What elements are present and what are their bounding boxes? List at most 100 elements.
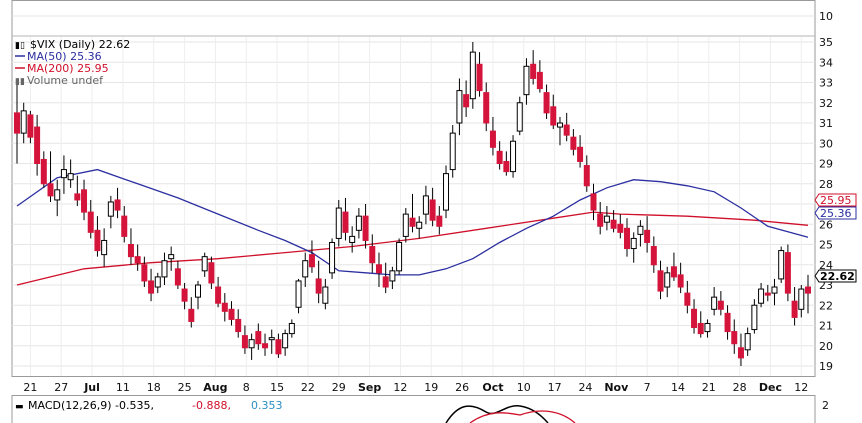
candle-body: [329, 241, 336, 274]
candle-body: [228, 308, 235, 320]
candle-body: [14, 112, 20, 134]
candle-body: [87, 211, 94, 233]
x-tick-label: 21: [702, 381, 716, 394]
candle-body: [624, 227, 631, 250]
candle-body: [751, 304, 758, 331]
x-tick-label: 17: [548, 381, 562, 394]
y-tick-label: 29: [819, 158, 833, 171]
candle-body: [670, 266, 677, 278]
candle-body: [322, 286, 329, 304]
candle-body: [711, 296, 718, 310]
candle-body: [550, 106, 557, 126]
candle-body: [201, 256, 208, 272]
candle-body: [463, 94, 470, 108]
candle-body: [174, 268, 181, 286]
candle-body: [369, 246, 376, 264]
candle-body: [94, 229, 101, 252]
macd-y-tick: 2: [822, 399, 829, 412]
candle-body: [114, 199, 121, 211]
candle-body: [758, 288, 765, 304]
candle-body: [315, 278, 322, 294]
candle-body: [81, 189, 88, 213]
price-tag: [814, 206, 857, 220]
candle-body: [54, 189, 61, 201]
macd-signal-value: -0.888,: [192, 399, 231, 412]
candle-body: [188, 308, 195, 322]
candle-body: [556, 122, 563, 128]
candle-body: [523, 65, 530, 96]
macd-signal-line: [469, 410, 576, 423]
candle-body: [543, 92, 550, 114]
x-tick-label: 15: [270, 381, 284, 394]
x-tick-label: Nov: [604, 381, 629, 394]
candle-body: [731, 331, 738, 345]
candle-body: [436, 215, 443, 227]
candle-body: [101, 239, 108, 256]
candle-body: [483, 92, 490, 124]
x-tick-label: 22: [301, 381, 315, 394]
candle-body: [778, 250, 785, 280]
candle-body: [677, 274, 684, 288]
candle-body: [684, 292, 691, 306]
candle-body: [255, 331, 262, 345]
candle-body: [422, 195, 429, 215]
x-tick-label: Dec: [759, 381, 782, 394]
candle-body: [148, 280, 155, 294]
price-tag: [814, 269, 857, 283]
x-tick-label: 19: [424, 381, 438, 394]
x-tick-label: 24: [578, 381, 592, 394]
x-tick-label: 21: [23, 381, 37, 394]
candle-body: [235, 318, 242, 333]
candle-body: [657, 270, 664, 292]
candle-body: [268, 337, 275, 341]
candle-body: [590, 193, 597, 211]
candle-body: [583, 165, 590, 187]
candle-body: [691, 308, 698, 329]
y-tick-label: 19: [819, 360, 833, 373]
legend-ma50: MA(50) 25.36: [27, 50, 102, 63]
candle-body: [798, 288, 805, 310]
candle-body: [40, 158, 47, 185]
x-tick-label: 11: [116, 381, 130, 394]
x-tick-label: 28: [733, 381, 747, 394]
candle-body: [107, 201, 114, 217]
x-tick-label: 12: [794, 381, 808, 394]
candle-body: [784, 252, 791, 294]
candle-body: [637, 225, 644, 235]
candle-body: [215, 286, 222, 304]
y-tick-label: 24: [819, 259, 833, 272]
candle-body: [168, 254, 175, 260]
candle-body: [563, 124, 570, 136]
y-tick-label: 34: [819, 56, 833, 69]
candle-body: [302, 260, 309, 278]
candle-body: [630, 237, 637, 250]
candle-body: [409, 217, 416, 227]
candle-body: [342, 211, 349, 233]
macd-icon: ▬: [15, 402, 24, 412]
candle-body: [516, 102, 523, 132]
x-tick-label: 29: [332, 381, 346, 394]
x-tick-label: 7: [644, 381, 651, 394]
candle-body: [60, 169, 67, 179]
candle-body: [429, 199, 436, 221]
candle-body: [449, 132, 456, 171]
candle-body: [503, 160, 510, 173]
y-tick-label: 21: [819, 320, 833, 333]
candle-body: [375, 264, 382, 274]
candle-body: [791, 300, 798, 318]
candle-body: [349, 235, 356, 243]
candle-body: [697, 322, 704, 335]
candle-body: [389, 270, 396, 282]
candle-body: [248, 339, 255, 349]
candle-body: [67, 173, 74, 181]
candle-body: [208, 262, 215, 284]
candle-body: [597, 213, 604, 227]
candle-body: [489, 130, 496, 148]
candle-body: [402, 213, 409, 237]
x-tick-label: 18: [147, 381, 161, 394]
candle-body: [737, 347, 744, 359]
candle-body: [396, 241, 403, 272]
candle-body: [47, 183, 54, 197]
legend-ma200: MA(200) 25.95: [27, 62, 109, 75]
